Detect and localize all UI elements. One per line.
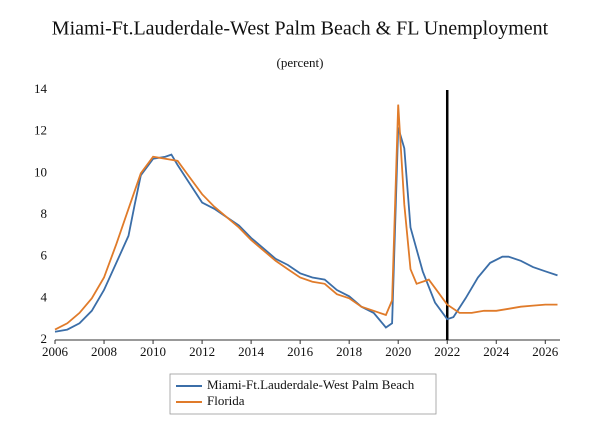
x-tick-label: 2026 [532,344,559,359]
x-tick-label: 2010 [140,344,166,359]
y-tick-label: 4 [41,289,48,304]
x-tick-label: 2024 [483,344,510,359]
chart-title: Miami-Ft.Lauderdale-West Palm Beach & FL… [52,18,549,40]
x-tick-label: 2012 [189,344,215,359]
x-tick-label: 2016 [287,344,314,359]
x-tick-label: 2014 [238,344,265,359]
legend-label: Miami-Ft.Lauderdale-West Palm Beach [207,377,415,392]
y-tick-label: 14 [34,81,48,96]
x-tick-label: 2018 [336,344,362,359]
x-tick-label: 2022 [434,344,460,359]
legend-box [169,373,437,415]
y-tick-label: 2 [41,331,48,346]
x-tick-label: 2020 [385,344,411,359]
chart-subtitle: (percent) [277,55,324,70]
y-tick-label: 10 [34,164,47,179]
y-tick-label: 6 [41,248,48,263]
y-tick-label: 12 [34,123,47,138]
series-line [54,127,558,333]
y-tick-label: 8 [41,206,48,221]
x-tick-label: 2006 [42,344,69,359]
legend-label: Florida [207,393,245,408]
series-line [54,104,558,331]
x-tick-label: 2008 [91,344,117,359]
